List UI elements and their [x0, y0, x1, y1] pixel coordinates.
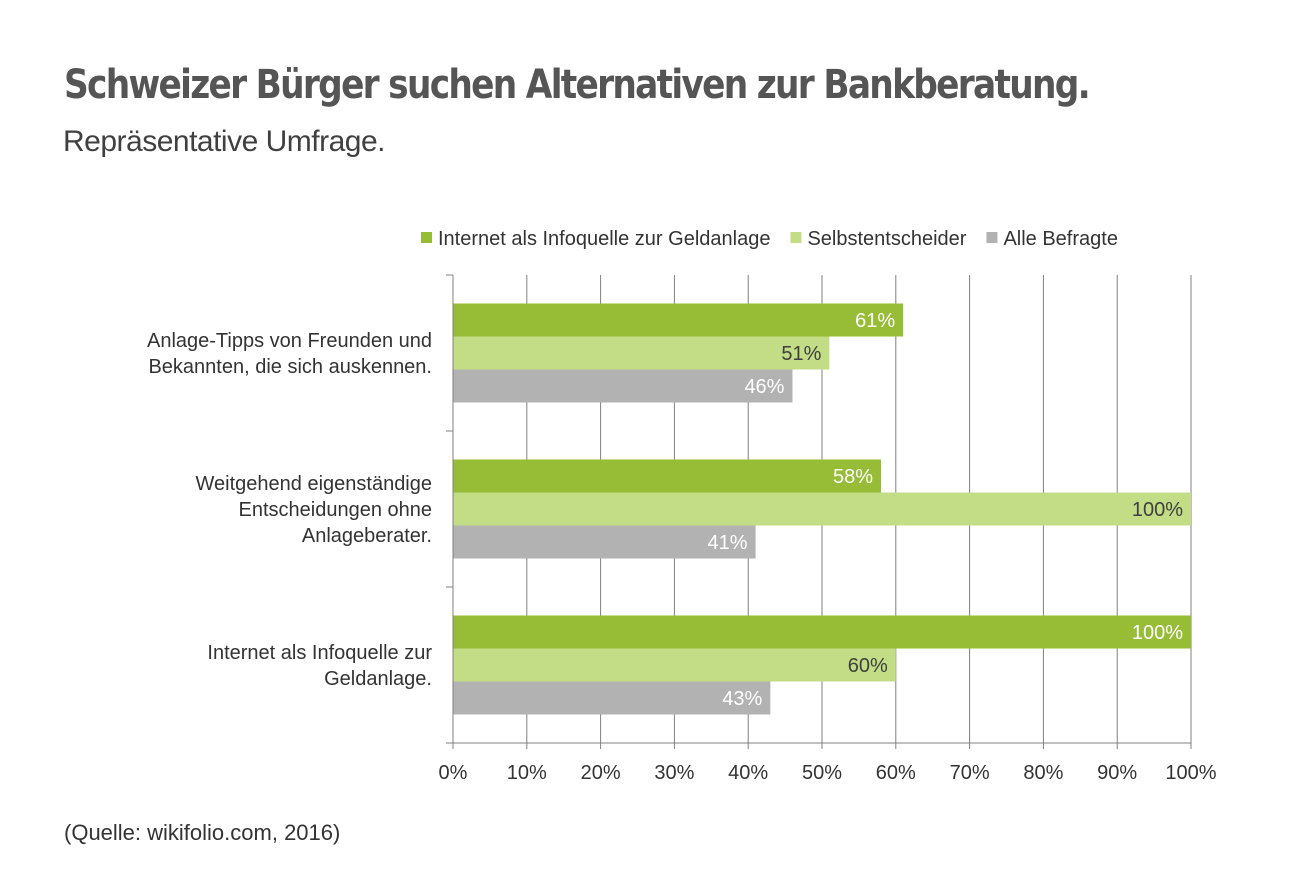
x-tick-label: 40%	[728, 762, 768, 784]
data-label: 100%	[1132, 622, 1183, 644]
x-tick-label: 90%	[1097, 762, 1137, 784]
data-label: 46%	[744, 376, 784, 398]
category-label-line: Weitgehend eigenständige	[196, 473, 432, 495]
x-tick-label: 60%	[876, 762, 916, 784]
axes: 0% 10% 20% 30% 40% 50% 60% 70% 80% 90% 100% Anlage-…	[147, 274, 1217, 784]
x-tick-label: 80%	[1023, 762, 1063, 784]
page-title: Schweizer Bürger suchen Alternativen zur…	[64, 62, 1091, 108]
category-label-line: Anlage-Tipps von Freunden und	[147, 330, 432, 352]
legend-swatch	[986, 232, 998, 243]
data-label: 41%	[708, 532, 748, 554]
x-tick-label: 20%	[581, 762, 621, 784]
bar	[453, 615, 1191, 649]
data-label: 100%	[1132, 499, 1183, 521]
bar	[453, 648, 896, 682]
data-label: 61%	[855, 310, 895, 332]
category-label-line: Geldanlage.	[324, 668, 432, 690]
data-label: 51%	[781, 343, 821, 365]
category-label-line: Anlageberater.	[302, 525, 432, 547]
x-tick-label: 50%	[802, 762, 842, 784]
bar	[453, 492, 1191, 526]
category-label: Anlage-Tipps von Freunden und Bekannten, …	[147, 330, 432, 378]
bars: 61% 51% 46% 58% 100% 41% 100% 60% 43%	[453, 303, 1191, 715]
legend-swatch	[421, 232, 432, 243]
x-tick-label: 70%	[950, 762, 990, 784]
x-tick-label: 30%	[654, 762, 694, 784]
source-note: (Quelle: wikifolio.com, 2016)	[64, 820, 341, 845]
category-label-line: Entscheidungen ohne	[239, 499, 433, 521]
data-label: 58%	[833, 466, 873, 488]
bar	[453, 336, 830, 370]
legend-label: Alle Befragte	[1003, 228, 1118, 250]
bar	[453, 681, 771, 715]
data-label: 43%	[722, 688, 762, 710]
bar	[453, 303, 904, 337]
category-label-line: Internet als Infoquelle zur	[207, 642, 432, 664]
data-label: 60%	[848, 655, 888, 677]
x-tick-label: 100%	[1165, 762, 1216, 784]
legend-label: Internet als Infoquelle zur Geldanlage	[438, 228, 770, 250]
legend-label: Selbstentscheider	[807, 228, 966, 250]
legend: Internet als Infoquelle zur Geldanlage Se…	[421, 228, 1118, 250]
category-label-line: Bekannten, die sich auskennen.	[148, 356, 432, 378]
x-tick-label: 10%	[507, 762, 547, 784]
bar	[453, 525, 756, 559]
bar	[453, 459, 882, 493]
bar	[453, 369, 793, 403]
page-subtitle: Repräsentative Umfrage.	[63, 125, 386, 158]
category-label: Weitgehend eigenständige Entscheidungen o…	[196, 473, 432, 547]
legend-swatch	[790, 232, 802, 243]
category-label: Internet als Infoquelle zur Geldanlage.	[207, 642, 432, 690]
x-tick-label: 0%	[439, 762, 468, 784]
